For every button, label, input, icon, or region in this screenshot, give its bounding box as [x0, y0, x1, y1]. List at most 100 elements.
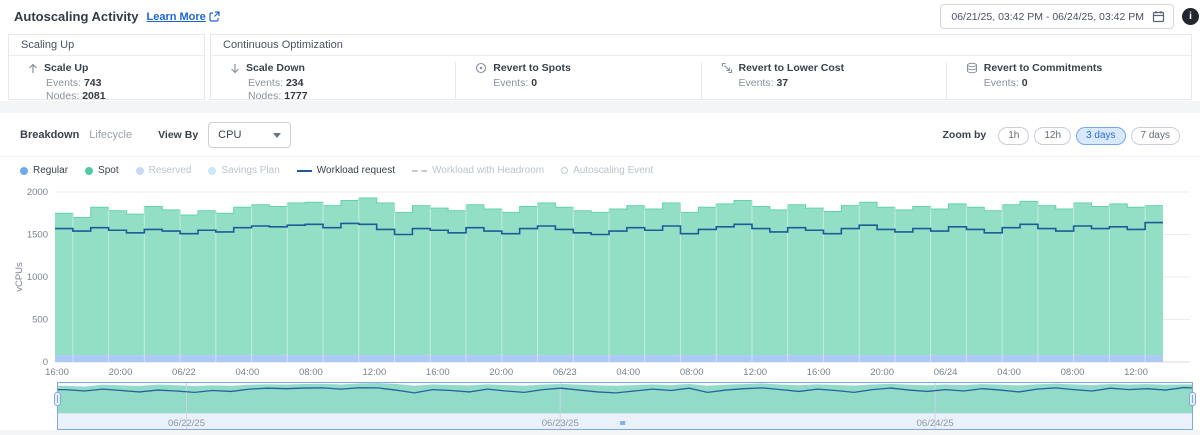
svg-text:20:00: 20:00: [870, 367, 894, 378]
external-link-icon: [209, 11, 220, 22]
stat-metric: Events: 37: [738, 77, 789, 89]
lower-cost-icon: [721, 62, 733, 74]
view-by-value: CPU: [218, 129, 242, 141]
svg-text:16:00: 16:00: [45, 367, 69, 378]
view-by-select[interactable]: CPU: [208, 122, 292, 148]
svg-text:08:00: 08:00: [299, 367, 323, 378]
chart-panel: Breakdown Lifecycle View By CPU Zoom by …: [0, 113, 1200, 433]
spots-icon: [475, 62, 487, 74]
stat-label: Revert to Spots: [493, 62, 571, 74]
commitments-icon: [966, 62, 978, 74]
date-range-picker[interactable]: 06/21/25, 03:42 PM - 06/24/25, 03:42 PM: [940, 4, 1174, 29]
legend-label: Spot: [98, 165, 119, 176]
legend-swatch: [296, 169, 312, 172]
svg-text:08:00: 08:00: [1061, 367, 1085, 378]
svg-text:20:00: 20:00: [489, 367, 513, 378]
page-title: Autoscaling Activity: [14, 9, 139, 24]
legend-label: Workload with Headroom: [432, 165, 545, 176]
stat-metric: Nodes: 2081: [46, 89, 106, 102]
stat-label: Revert to Lower Cost: [738, 62, 845, 74]
svg-text:1500: 1500: [27, 230, 48, 241]
legend-swatch: [85, 166, 94, 175]
svg-text:04:00: 04:00: [236, 367, 260, 378]
top-bar: Autoscaling Activity Learn More 06/21/25…: [0, 0, 1200, 33]
legend-spot[interactable]: Spot: [85, 165, 119, 176]
stat-scale-down: Scale Down Events: 234 Nodes: 1777: [211, 62, 455, 102]
svg-text:vCPUs: vCPUs: [14, 262, 25, 292]
learn-more-link[interactable]: Learn More: [146, 10, 220, 23]
stat-revert-to-commitments: Revert to Commitments Events: 0: [945, 62, 1191, 99]
zoom-option-3-days[interactable]: 3 days: [1076, 127, 1126, 145]
scaling-up-title: Scaling Up: [9, 35, 204, 56]
svg-text:04:00: 04:00: [616, 367, 640, 378]
stats-row: Scaling Up Scale Up Events: 743 Nodes: 208…: [8, 34, 1192, 102]
main-chart[interactable]: 0 500 1000 1500 2000 16:00 20:00 06/22 04:00 08:0…: [0, 178, 1200, 380]
timeline-brush[interactable]: 06/22/25 06/23/25 06/24/25: [0, 381, 1200, 433]
scaling-up-card: Scaling Up Scale Up Events: 743 Nodes: 208…: [8, 34, 205, 102]
arrow-up-icon: [28, 63, 38, 74]
svg-text:06/23: 06/23: [553, 367, 577, 378]
svg-text:06/22: 06/22: [172, 367, 196, 378]
legend-swatch: [561, 167, 569, 174]
legend-autoscaling-event[interactable]: Autoscaling Event: [561, 165, 653, 176]
svg-text:06/23/25: 06/23/25: [542, 418, 579, 429]
tab-lifecycle[interactable]: Lifecycle: [89, 129, 133, 141]
stat-metric: Events: 0: [983, 77, 1028, 89]
chart-legend: Regular Spot Reserved Savings Plan Workload …: [0, 157, 1200, 178]
date-range-value: 06/21/25, 03:42 PM - 06/24/25, 03:42 PM: [951, 10, 1144, 23]
stat-label: Revert to Commitments: [983, 62, 1103, 74]
view-by-label: View By: [158, 129, 199, 141]
svg-text:04:00: 04:00: [997, 367, 1021, 378]
legend-workload-request[interactable]: Workload request: [296, 165, 395, 176]
legend-swatch: [20, 166, 28, 175]
stat-metric: Events: 743: [46, 77, 102, 89]
svg-text:06/24/25: 06/24/25: [917, 418, 954, 429]
zoom-option-12h[interactable]: 12h: [1034, 127, 1072, 145]
legend-savings-plan[interactable]: Savings Plan: [208, 165, 280, 176]
section-divider: [0, 101, 1200, 113]
continuous-optimization-title: Continuous Optimization: [211, 35, 1191, 56]
svg-text:12:00: 12:00: [1124, 367, 1148, 378]
tab-breakdown[interactable]: Breakdown: [20, 129, 80, 141]
stat-revert-to-spots: Revert to Spots Events: 0: [455, 62, 700, 99]
legend-swatch: [135, 166, 144, 175]
info-icon[interactable]: i: [1182, 8, 1199, 25]
learn-more-label: Learn More: [146, 10, 206, 23]
legend-swatch: [208, 166, 217, 175]
svg-text:12:00: 12:00: [743, 367, 767, 378]
arrow-down-icon: [230, 63, 240, 74]
legend-label: Regular: [33, 165, 69, 176]
svg-text:08:00: 08:00: [680, 367, 704, 378]
zoom-by-label: Zoom by: [942, 129, 987, 141]
stat-label: Scale Down: [246, 62, 305, 74]
svg-text:20:00: 20:00: [109, 367, 133, 378]
legend-label: Reserved: [148, 165, 192, 176]
bottom-divider: [0, 430, 1200, 435]
legend-regular[interactable]: Regular: [20, 165, 68, 176]
legend-workload-with-headroom[interactable]: Workload with Headroom: [412, 165, 544, 176]
stat-label: Scale Up: [44, 62, 89, 74]
svg-text:0: 0: [43, 357, 48, 368]
zoom-option-1h[interactable]: 1h: [998, 127, 1030, 145]
stat-revert-to-lower-cost: Revert to Lower Cost Events: 37: [700, 62, 946, 99]
stat-scale-up: Scale Up Events: 743 Nodes: 2081: [9, 62, 204, 102]
brush-handle-right[interactable]: [1189, 392, 1196, 406]
svg-text:12:00: 12:00: [362, 367, 386, 378]
svg-text:1000: 1000: [27, 272, 48, 283]
legend-label: Savings Plan: [221, 165, 280, 176]
legend-label: Autoscaling Event: [573, 165, 654, 176]
legend-reserved[interactable]: Reserved: [135, 165, 192, 176]
svg-text:500: 500: [32, 315, 48, 326]
svg-text:06/22/25: 06/22/25: [168, 418, 205, 429]
chart-controls: Breakdown Lifecycle View By CPU Zoom by …: [0, 113, 1200, 157]
stat-metric: Events: 0: [493, 77, 538, 89]
zoom-options: 1h 12h 3 days 7 days: [993, 125, 1180, 145]
svg-text:2000: 2000: [27, 187, 48, 198]
legend-swatch: [412, 169, 427, 172]
calendar-icon[interactable]: [1152, 10, 1165, 23]
continuous-optimization-card: Continuous Optimization Scale Down Events…: [210, 34, 1192, 102]
brush-handle-left[interactable]: [54, 392, 61, 406]
svg-text:16:00: 16:00: [426, 367, 450, 378]
zoom-option-7-days[interactable]: 7 days: [1130, 127, 1180, 145]
chevron-down-icon: [273, 132, 282, 138]
